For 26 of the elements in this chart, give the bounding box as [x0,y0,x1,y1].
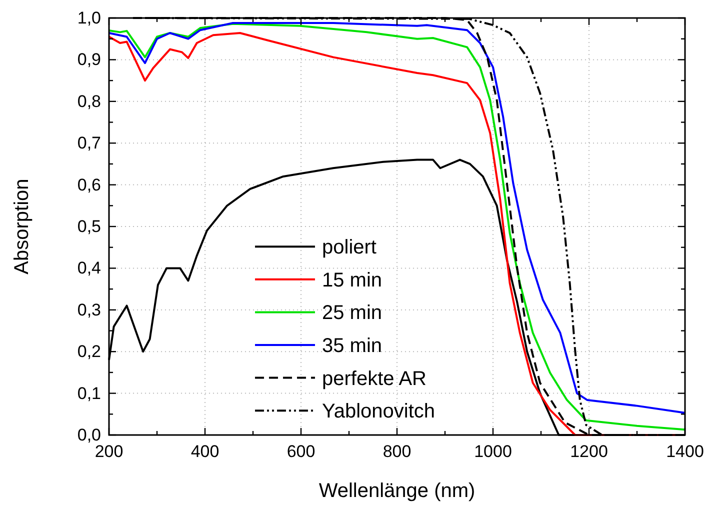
legend-label: poliert [322,236,377,259]
x-tick-label: 1000 [474,442,512,462]
y-tick-label: 0,7 [77,134,101,153]
legend-label: 35 min [322,335,382,357]
legend-label: Yablonovitch [322,400,436,423]
y-tick-label: 1,0 [77,8,101,28]
y-tick-label: 0,2 [77,342,101,362]
y-tick-label: 0,6 [77,175,101,194]
legend-label: 25 min [322,302,382,324]
y-axis-title: Absorption [11,178,33,274]
y-tick-label: 0,3 [77,300,101,320]
x-tick-label: 200 [94,442,124,462]
y-tick-label: 0,4 [77,258,101,278]
y-tick-label: 0,0 [77,425,101,444]
y-tick-label: 0,8 [77,92,101,111]
x-tick-label: 400 [190,442,220,462]
y-tick-label: 0,1 [77,384,101,403]
x-tick-label: 600 [286,442,316,462]
x-tick-label: 1400 [666,442,704,462]
legend-label: perfekte AR [322,368,427,390]
y-tick-label: 0,9 [77,50,101,70]
x-tick-label: 800 [382,442,412,462]
x-tick-label: 1200 [570,442,608,462]
y-tick-label: 0,5 [77,216,101,236]
legend-label: 15 min [322,269,382,292]
x-axis-title: Wellenlänge (nm) [318,480,476,502]
